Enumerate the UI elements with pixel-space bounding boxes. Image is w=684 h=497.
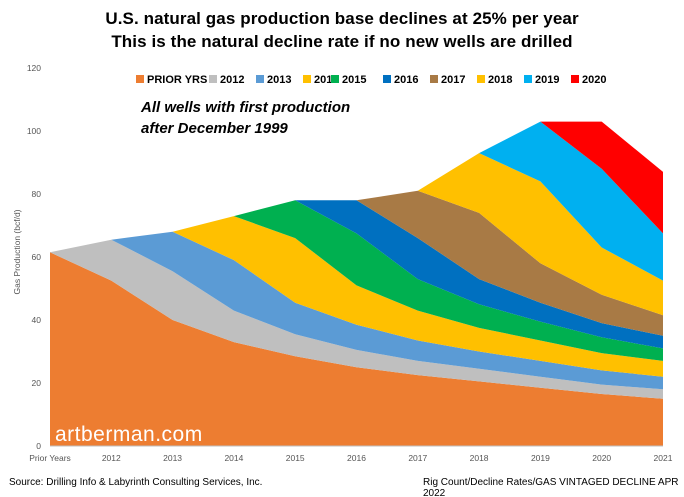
y-tick-labels: 0 20 40 60 80 100 120 <box>27 63 41 451</box>
x-tick-label: 2017 <box>408 453 427 463</box>
x-tick-label: 2020 <box>592 453 611 463</box>
legend-label-2016: 2016 <box>394 74 418 86</box>
legend-swatch-2013 <box>256 75 264 83</box>
reference-note: Rig Count/Decline Rates/GAS VINTAGED DEC… <box>423 477 679 497</box>
area-series-2020 <box>540 121 663 234</box>
x-tick-labels: Prior Years 2012 2013 2014 2015 2016 2017 2018 2… <box>29 453 673 463</box>
x-tick-label: 2019 <box>531 453 550 463</box>
x-tick-label: 2018 <box>470 453 489 463</box>
legend-label-2018: 2018 <box>488 74 512 86</box>
legend-label-2012: 2012 <box>220 74 244 86</box>
area-series-2019 <box>479 121 663 281</box>
y-tick-label: 60 <box>32 252 42 262</box>
x-tick-label: 2021 <box>654 453 673 463</box>
x-tick-label: 2014 <box>224 453 243 463</box>
legend-label-2019: 2019 <box>535 74 559 86</box>
legend-swatch-2014 <box>303 75 311 83</box>
y-tick-label: 100 <box>27 126 41 136</box>
area-series-2014 <box>172 216 663 377</box>
x-tick-label: Prior Years <box>29 453 71 463</box>
x-tick-label: 2013 <box>163 453 182 463</box>
x-tick-label: 2016 <box>347 453 366 463</box>
legend-label-prior-yrs: PRIOR YRS <box>147 74 207 86</box>
legend-swatch-2017 <box>430 75 438 83</box>
annotation-line-2: after December 1999 <box>141 120 288 137</box>
source-note: Source: Drilling Info & Labyrinth Consul… <box>9 477 263 488</box>
y-axis-label: Gas Production (bcf/d) <box>12 209 22 294</box>
legend-label-2017: 2017 <box>441 74 465 86</box>
legend-swatch-2020 <box>571 75 579 83</box>
legend-swatch-2012 <box>209 75 217 83</box>
area-series-2018 <box>417 153 663 316</box>
y-tick-label: 0 <box>36 441 41 451</box>
legend-swatch-2018 <box>477 75 485 83</box>
y-tick-label: 20 <box>32 378 42 388</box>
area-series-2016 <box>295 200 663 349</box>
legend: PRIOR YRS 2012 2013 2014 2015 2016 2017 2018 201… <box>136 74 606 86</box>
area-series-2017 <box>356 190 663 336</box>
areas-layer <box>50 121 664 446</box>
area-series-prior-yrs <box>50 252 663 446</box>
legend-swatch-2019 <box>524 75 532 83</box>
legend-swatch-2015 <box>331 75 339 83</box>
annotation-line-1: All wells with first production <box>141 99 351 116</box>
legend-label-2020: 2020 <box>582 74 606 86</box>
chart-title: U.S. natural gas production base decline… <box>105 9 579 28</box>
legend-swatch-2016 <box>383 75 391 83</box>
area-series-2013 <box>111 231 664 390</box>
legend-label-2013: 2013 <box>267 74 291 86</box>
y-tick-label: 40 <box>32 315 42 325</box>
area-series-2015 <box>233 200 663 361</box>
y-tick-label: 120 <box>27 63 41 73</box>
y-tick-label: 80 <box>32 189 42 199</box>
area-series-2012 <box>50 239 663 399</box>
legend-label-2015: 2015 <box>342 74 366 86</box>
x-tick-label: 2012 <box>102 453 121 463</box>
watermark: artberman.com <box>55 423 203 446</box>
x-tick-label: 2015 <box>286 453 305 463</box>
legend-swatch-prior-yrs <box>136 75 144 83</box>
chart-subtitle: This is the natural decline rate if no n… <box>111 32 573 51</box>
